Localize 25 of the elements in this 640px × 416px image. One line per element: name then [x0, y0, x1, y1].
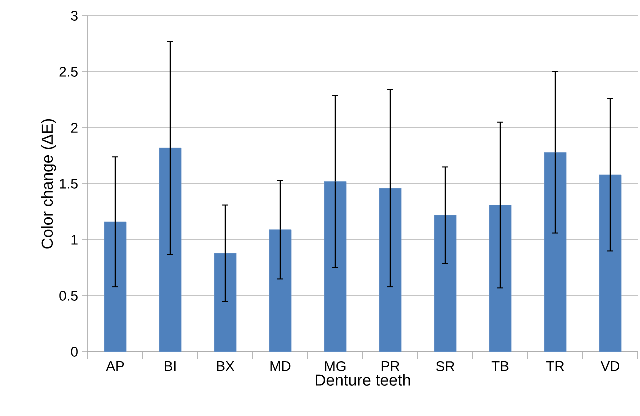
y-tick-label: 1.5: [60, 179, 78, 189]
x-tick-label: TR: [546, 362, 564, 372]
y-tick-label: 1: [72, 235, 78, 245]
y-tick-label: 0.5: [60, 291, 78, 301]
y-tick-label: 3: [71, 11, 78, 21]
x-tick-label: BI: [165, 362, 176, 372]
y-axis-title: Color change (ΔE): [41, 119, 56, 249]
x-tick-label: PR: [382, 362, 400, 372]
x-tick-label: AP: [106, 362, 124, 372]
bar: [434, 215, 457, 352]
x-tick-label: TB: [492, 362, 509, 372]
x-tick-label: BX: [217, 362, 235, 372]
y-tick-label: 0: [71, 347, 78, 357]
bar: [214, 253, 237, 352]
bar: [269, 230, 292, 352]
y-tick-label: 2: [71, 123, 78, 133]
y-tick-label: 2.5: [60, 67, 78, 77]
bar: [599, 174, 622, 352]
x-tick-label: SR: [436, 362, 455, 372]
x-axis-title: Denture teeth: [316, 374, 410, 386]
bar: [544, 152, 567, 352]
bar: [104, 222, 127, 352]
x-tick-label: VD: [600, 362, 620, 372]
x-tick-label: MD: [270, 362, 291, 372]
x-tick-label: MG: [325, 362, 346, 372]
